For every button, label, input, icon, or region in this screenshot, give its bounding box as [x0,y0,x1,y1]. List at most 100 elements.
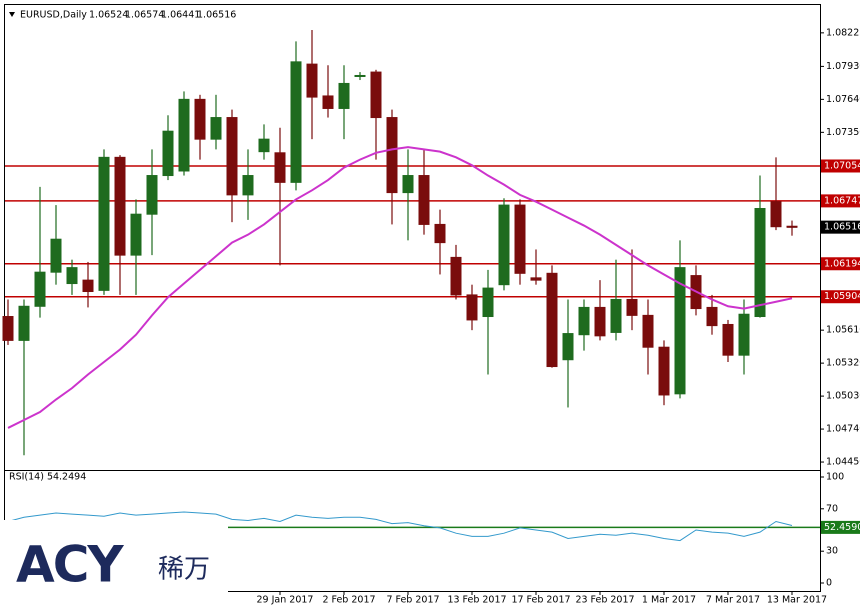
rsi-level-label-box [821,520,860,534]
candle-body [50,238,62,273]
candle-body [386,117,398,194]
header-low: 1.06441 [161,10,200,21]
candle-body [306,63,318,98]
level-label: 1.06194 [824,258,860,269]
candle-body [786,225,798,228]
candle-body [354,74,366,77]
candle-body [66,267,78,285]
logo: ACY 稀万 [0,520,228,608]
candle-body [546,272,558,368]
candle-body [514,204,526,274]
candle-body [322,95,334,109]
y-tick-label: 1.05320 [826,358,860,369]
rsi-line [7,511,793,542]
candle-body [450,256,462,296]
candle-body [706,306,718,327]
candle-body [722,323,734,356]
y-tick-label: 1.07930 [826,61,860,72]
candle-body [434,223,446,244]
candle-body [258,138,270,153]
y-tick-label: 1.04740 [826,424,860,435]
level-label: 1.05904 [824,291,860,302]
header-open: 1.06524 [89,10,128,21]
candle-body [594,306,606,337]
candle-body [274,152,286,183]
level-label: 1.07054 [824,160,860,171]
y-tick-label: 70 [826,503,838,514]
candle-body [98,156,110,291]
level-label: 1.06747 [824,195,860,206]
candle-body [2,316,14,341]
rsi-title: RSI(14) 54.2494 [9,472,86,483]
candle-body [418,175,430,225]
x-tick-label: 17 Feb 2017 [511,595,570,606]
candle-body [498,204,510,286]
y-tick-label: 100 [826,472,844,483]
candle-body [162,130,174,177]
rsi-level-label: 52.4590 [824,522,860,533]
y-tick-label: 1.07350 [826,127,860,138]
level-label-box [821,194,860,208]
level-label-box [821,290,860,304]
candle-body [578,306,590,336]
candle-body [482,287,494,318]
candle-body [194,98,206,140]
x-tick-label: 29 Jan 2017 [257,595,314,606]
candle-body [290,61,302,183]
candle-body [674,267,686,395]
y-tick-label: 1.08225 [826,27,860,38]
candle-body [242,175,254,196]
candle-body [610,298,622,333]
candle-body [18,305,30,341]
candle-body [626,298,638,316]
x-tick-label: 23 Feb 2017 [575,595,634,606]
candle-body [642,314,654,348]
y-tick-label: 1.05610 [826,325,860,336]
header-high: 1.06574 [125,10,164,21]
candle-body [130,213,142,256]
candle-body [658,346,670,396]
candle-body [338,82,350,109]
candle-body [754,208,766,318]
x-tick-label: 7 Mar 2017 [706,595,760,606]
candle-body [82,279,94,293]
candle-body [34,271,46,307]
header-close: 1.06516 [197,10,236,21]
logo-box [0,520,228,608]
candle-body [210,117,222,140]
last-price-label-box [821,220,860,234]
candle-body [466,294,478,321]
level-label-box [821,159,860,173]
candle-body [770,201,782,228]
symbol-title: EURUSD,Daily [20,10,87,21]
candle-body [114,156,126,256]
y-tick-label: 1.07640 [826,94,860,105]
candle-body [226,117,238,196]
logo-brand: ACY [16,536,124,594]
level-label-box [821,257,860,271]
x-tick-label: 7 Feb 2017 [386,595,439,606]
plot-frame [4,4,821,592]
x-tick-label: 1 Mar 2017 [642,595,696,606]
candle-body [738,313,750,356]
candle-body [370,71,382,119]
x-tick-label: 2 Feb 2017 [322,595,375,606]
y-tick-label: 1.05030 [826,391,860,402]
candle-body [146,175,158,215]
y-tick-label: 1.04450 [826,457,860,468]
y-tick-label: 0 [826,578,832,589]
candle-body [530,277,542,281]
moving-average [7,146,793,429]
x-tick-label: 13 Mar 2017 [767,595,827,606]
candle-body [402,175,414,194]
candle-body [178,98,190,172]
y-tick-label: 30 [826,546,838,557]
candle-body [562,333,574,361]
logo-subtitle: 稀万 [158,555,210,585]
x-tick-label: 13 Feb 2017 [447,595,506,606]
menu-icon[interactable] [9,12,15,17]
plot-layer: 1.08225 1.07930 1.07640 1.07350 1.05610 1.053… [2,27,860,606]
last-price-label: 1.06516 [824,222,860,233]
